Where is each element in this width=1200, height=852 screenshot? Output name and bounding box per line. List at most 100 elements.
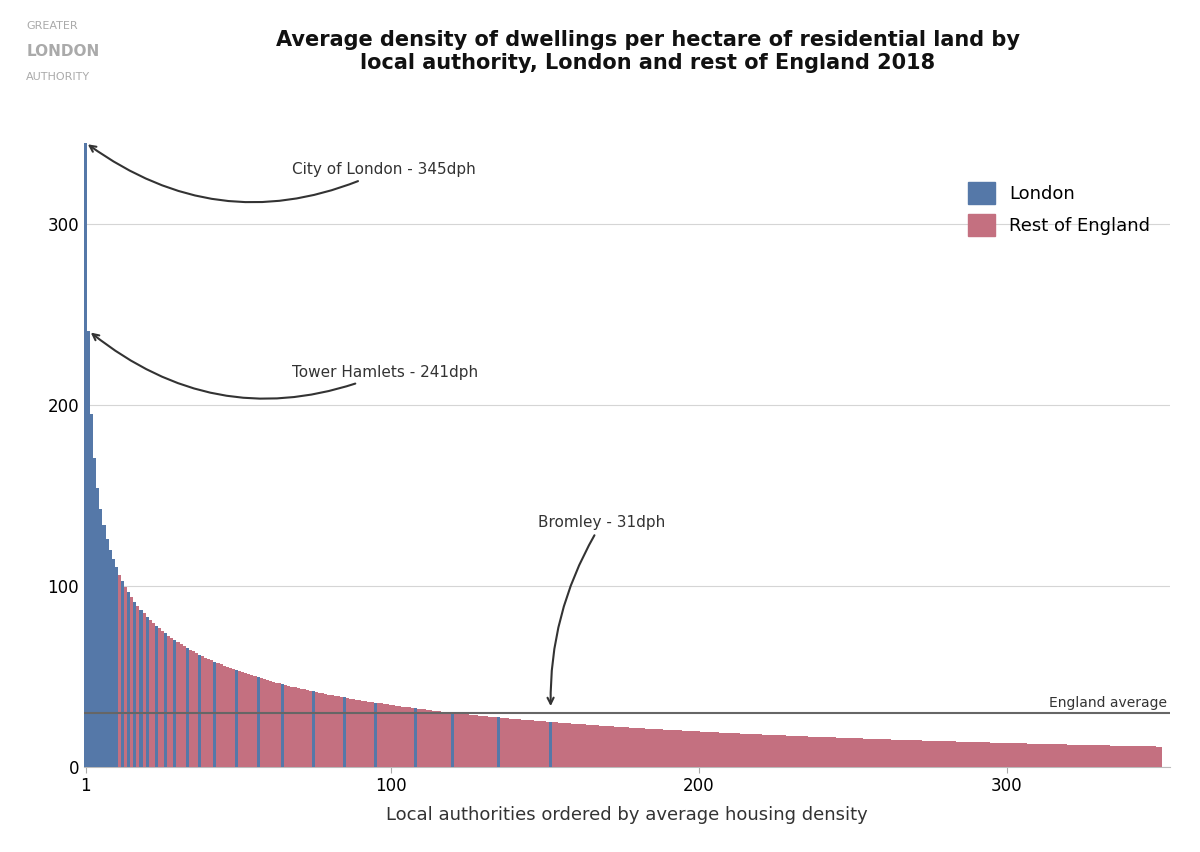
Bar — [1067, 745, 1070, 767]
Bar — [888, 740, 892, 767]
X-axis label: Local authorities ordered by average housing density: Local authorities ordered by average hou… — [386, 806, 868, 825]
Bar — [916, 740, 919, 767]
Bar — [167, 636, 170, 767]
Bar — [644, 728, 648, 767]
Bar — [442, 711, 444, 767]
Bar — [457, 713, 460, 767]
Bar — [106, 538, 109, 767]
Bar — [1000, 743, 1002, 767]
Bar — [700, 732, 703, 767]
Bar — [898, 740, 900, 767]
Bar — [1085, 745, 1088, 767]
Bar — [540, 721, 544, 767]
Bar — [792, 736, 796, 767]
Bar — [658, 729, 660, 767]
Bar — [586, 725, 589, 767]
Bar — [210, 660, 214, 767]
Bar — [768, 734, 772, 767]
Bar — [664, 729, 666, 767]
Bar — [1079, 745, 1082, 767]
Bar — [1147, 746, 1150, 767]
Bar — [577, 724, 580, 767]
Bar — [676, 730, 679, 767]
Bar — [173, 640, 176, 767]
Bar — [614, 727, 617, 767]
Bar — [758, 734, 762, 767]
Bar — [534, 721, 536, 767]
Bar — [371, 702, 373, 767]
Bar — [642, 728, 644, 767]
Bar — [334, 696, 337, 767]
Bar — [910, 740, 913, 767]
Bar — [922, 740, 925, 767]
Bar — [436, 711, 438, 767]
Bar — [965, 742, 968, 767]
Bar — [854, 739, 857, 767]
Bar — [878, 740, 882, 767]
Bar — [974, 742, 978, 767]
Bar — [574, 724, 577, 767]
Bar — [709, 732, 713, 767]
Bar — [1018, 743, 1020, 767]
Bar — [251, 676, 253, 767]
Bar — [198, 654, 202, 767]
Bar — [1033, 744, 1036, 767]
Bar — [257, 677, 259, 767]
Bar — [1008, 743, 1012, 767]
Bar — [694, 731, 697, 767]
Bar — [155, 625, 158, 767]
Bar — [186, 648, 188, 767]
Bar — [479, 716, 481, 767]
Bar — [772, 735, 774, 767]
Bar — [971, 742, 974, 767]
Bar — [992, 743, 996, 767]
Bar — [444, 712, 448, 767]
Bar — [928, 740, 931, 767]
Bar — [900, 740, 904, 767]
Bar — [682, 731, 685, 767]
Bar — [512, 719, 515, 767]
Bar — [395, 705, 398, 767]
Bar — [870, 739, 872, 767]
Bar — [214, 662, 216, 767]
Bar — [1057, 745, 1061, 767]
Bar — [522, 720, 524, 767]
Bar — [1116, 746, 1120, 767]
Bar — [145, 617, 149, 767]
Bar — [703, 732, 707, 767]
Bar — [670, 730, 672, 767]
Bar — [463, 714, 466, 767]
Bar — [605, 726, 607, 767]
Bar — [571, 723, 574, 767]
Bar — [904, 740, 906, 767]
Bar — [947, 741, 949, 767]
Bar — [866, 739, 870, 767]
Bar — [497, 717, 500, 767]
Bar — [302, 689, 306, 767]
Bar — [290, 687, 294, 767]
Bar — [808, 736, 811, 767]
Bar — [322, 694, 324, 767]
Bar — [96, 487, 100, 767]
Bar — [1012, 743, 1014, 767]
Bar — [506, 718, 509, 767]
Bar — [750, 734, 752, 767]
Bar — [100, 509, 102, 767]
Text: GREATER: GREATER — [26, 21, 78, 32]
Bar — [515, 719, 518, 767]
Bar — [278, 683, 281, 767]
Bar — [872, 739, 876, 767]
Bar — [827, 737, 829, 767]
Bar — [1134, 746, 1138, 767]
Bar — [1076, 745, 1079, 767]
Bar — [833, 738, 835, 767]
Bar — [857, 739, 860, 767]
Bar — [386, 705, 389, 767]
Bar — [430, 711, 432, 767]
Text: AUTHORITY: AUTHORITY — [26, 72, 90, 82]
Bar — [601, 726, 605, 767]
Bar — [1138, 746, 1141, 767]
Bar — [688, 731, 691, 767]
Bar — [170, 638, 173, 767]
Bar — [392, 705, 395, 767]
